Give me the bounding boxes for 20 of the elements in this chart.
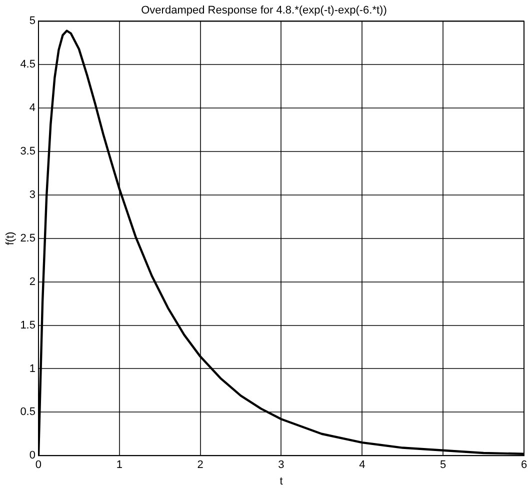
y-tick-label: 2 <box>29 276 36 288</box>
y-tick-label: 0.5 <box>20 406 36 418</box>
y-tick-label: 2.5 <box>20 232 36 244</box>
chart-title: Overdamped Response for 4.8.*(exp(-t)-exp(-6.*t)) <box>141 4 387 17</box>
x-tick-label: 1 <box>116 459 122 472</box>
y-tick-label: 1 <box>29 362 36 375</box>
y-tick-label: 0 <box>29 450 36 462</box>
y-tick-label: 5 <box>29 15 36 28</box>
x-tick-label: 4 <box>359 459 366 472</box>
x-tick-label: 2 <box>197 459 204 472</box>
x-tick-label: 3 <box>278 459 284 472</box>
y-axis-title: f(t) <box>4 232 17 246</box>
y-tick-label: 4.5 <box>20 58 36 71</box>
y-tick-label: 3 <box>29 188 36 201</box>
y-tick-label: 3.5 <box>20 146 36 158</box>
y-tick-label: 4 <box>29 102 36 114</box>
y-tick-label: 1.5 <box>20 319 36 332</box>
x-axis-title: t <box>280 475 283 488</box>
x-tick-label: 6 <box>520 459 528 472</box>
x-tick-label: 5 <box>440 459 446 472</box>
